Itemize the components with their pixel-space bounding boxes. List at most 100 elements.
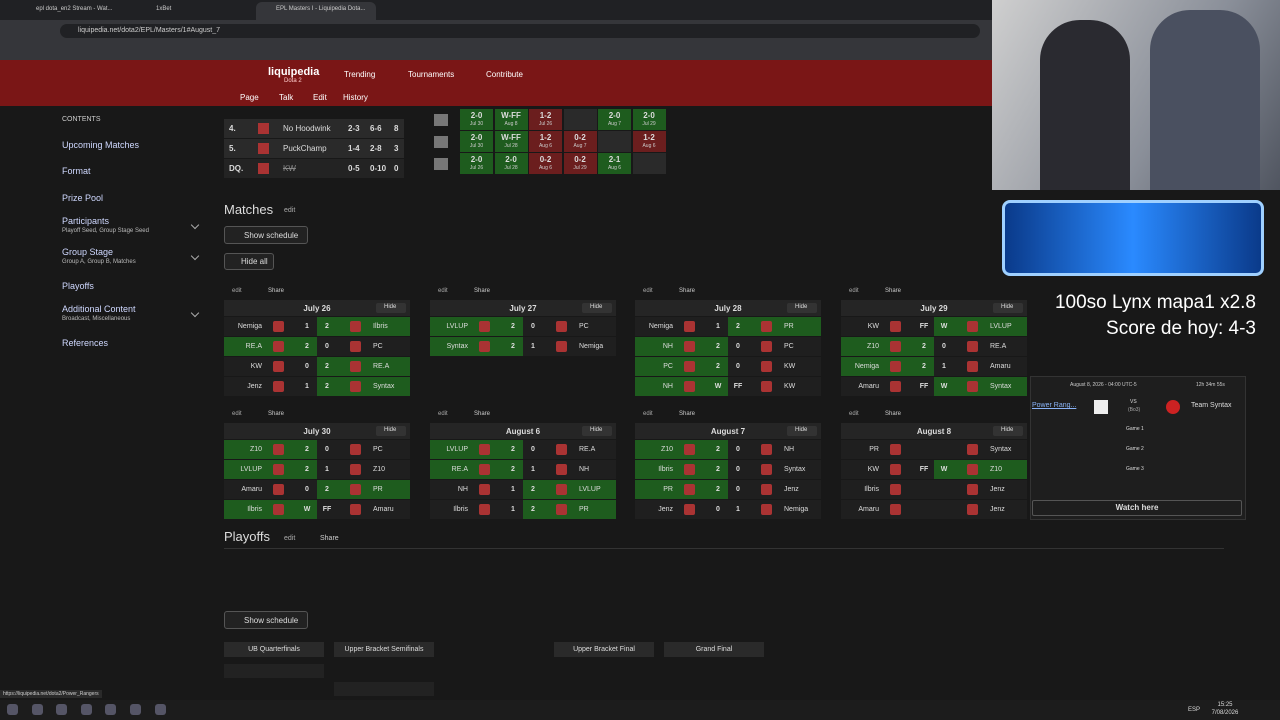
watch-label[interactable]: Watch here xyxy=(1115,503,1159,512)
taskbar-icon[interactable] xyxy=(155,704,166,715)
share-link[interactable]: Share xyxy=(268,411,285,417)
team-name[interactable]: Ilbris xyxy=(247,506,262,513)
team-name[interactable]: Syntax xyxy=(990,446,1012,453)
team-name[interactable]: Nemiga xyxy=(237,323,262,330)
team-name[interactable]: Syntax xyxy=(784,466,806,473)
edit-link[interactable]: edit xyxy=(643,288,653,294)
hide-label[interactable]: Hide xyxy=(1001,427,1014,433)
team-name[interactable]: Amaru xyxy=(858,383,879,390)
team-name[interactable]: NH xyxy=(784,446,795,453)
team-name[interactable]: KW xyxy=(784,383,796,390)
team-name[interactable]: Ilbris xyxy=(453,506,468,513)
team-name[interactable]: PR xyxy=(869,446,879,453)
sidebar-item[interactable]: Prize Pool xyxy=(62,193,104,203)
team-name[interactable]: PC xyxy=(373,343,383,350)
team-name[interactable]: PC xyxy=(373,446,383,453)
team-name[interactable]: Jenz xyxy=(247,383,262,390)
tool-link[interactable]: Talk xyxy=(279,93,294,102)
hide-label[interactable]: Hide xyxy=(1001,304,1014,310)
share-link[interactable]: Share xyxy=(268,288,285,294)
hide-label[interactable]: Hide xyxy=(590,304,603,310)
hide-label[interactable]: Hide xyxy=(384,427,397,433)
team-name[interactable]: NH xyxy=(662,383,673,390)
menu-item[interactable]: Contribute xyxy=(486,70,523,79)
menu-item[interactable]: Tournaments xyxy=(408,70,455,79)
edit-link[interactable]: edit xyxy=(849,288,859,294)
tool-link[interactable]: Edit xyxy=(313,93,327,102)
team-name[interactable]: Amaru xyxy=(858,506,879,513)
edit-link[interactable]: edit xyxy=(284,535,296,542)
team-name[interactable]: Z10 xyxy=(866,343,879,350)
team-name[interactable]: Jenz xyxy=(990,486,1005,493)
sidebar-item[interactable]: Participants xyxy=(62,216,110,226)
team-name[interactable]: KW xyxy=(784,363,796,370)
button-label[interactable]: Show schedule xyxy=(244,616,299,625)
sidebar-item[interactable]: Additional Content xyxy=(62,304,136,314)
hide-label[interactable]: Hide xyxy=(795,304,808,310)
taskbar-icon[interactable] xyxy=(7,704,18,715)
team-name[interactable]: LVLUP xyxy=(990,323,1012,330)
sidebar-item[interactable]: Format xyxy=(62,166,91,176)
url[interactable]: liquipedia.net/dota2/EPL/Masters/1#Augus… xyxy=(78,27,221,34)
tab-title[interactable]: EPL Masters I - Liquipedia Dota... xyxy=(276,6,366,12)
team-name[interactable]: RE.A xyxy=(990,343,1007,350)
team-name[interactable]: Nemiga xyxy=(784,506,809,513)
edit-link[interactable]: edit xyxy=(232,288,242,294)
button-label[interactable]: Hide all xyxy=(241,257,268,266)
team-name[interactable]: KW xyxy=(867,323,879,330)
team-name[interactable]: LVLUP xyxy=(446,446,468,453)
hide-label[interactable]: Hide xyxy=(795,427,808,433)
menu-item[interactable]: Trending xyxy=(344,70,376,79)
share-link[interactable]: Share xyxy=(885,288,902,294)
tool-link[interactable]: Page xyxy=(240,93,259,102)
team-name[interactable]: PC xyxy=(784,343,794,350)
team-name[interactable]: PC xyxy=(663,363,673,370)
team-name[interactable]: PuckChamp xyxy=(283,144,327,153)
popup-team[interactable]: Power Rang... xyxy=(1032,402,1077,409)
hide-label[interactable]: Hide xyxy=(590,427,603,433)
team-name[interactable]: Syntax xyxy=(990,383,1012,390)
hide-label[interactable]: Hide xyxy=(384,304,397,310)
team-name[interactable]: Nemiga xyxy=(648,323,673,330)
team-name[interactable]: RE.A xyxy=(245,343,262,350)
team-name[interactable]: Z10 xyxy=(660,446,673,453)
team-name[interactable]: Jenz xyxy=(990,506,1005,513)
team-name[interactable]: Z10 xyxy=(990,466,1003,473)
edit-link[interactable]: edit xyxy=(438,288,448,294)
taskbar-icon[interactable] xyxy=(81,704,92,715)
team-name[interactable]: KW xyxy=(867,466,879,473)
team-name[interactable]: Ilbris xyxy=(373,323,388,330)
team-name[interactable]: RE.A xyxy=(373,363,390,370)
team-name[interactable]: PR xyxy=(579,506,589,513)
team-name[interactable]: Syntax xyxy=(373,383,395,390)
team-name[interactable]: LVLUP xyxy=(446,323,468,330)
team-name[interactable]: Amaru xyxy=(990,363,1011,370)
share-link[interactable]: Share xyxy=(320,535,339,542)
team-name[interactable]: Jenz xyxy=(784,486,799,493)
team-name[interactable]: Amaru xyxy=(241,486,262,493)
share-link[interactable]: Share xyxy=(679,288,696,294)
sidebar-item[interactable]: Playoffs xyxy=(62,281,94,291)
edit-link[interactable]: edit xyxy=(643,411,653,417)
sidebar-item[interactable]: References xyxy=(62,338,109,348)
popup-team[interactable]: Team Syntax xyxy=(1191,402,1232,409)
team-name[interactable]: NH xyxy=(579,466,590,473)
tab-title[interactable]: epl dota_en2 Stream - Wat... xyxy=(36,6,113,12)
share-link[interactable]: Share xyxy=(474,288,491,294)
team-name[interactable]: Z10 xyxy=(373,466,386,473)
team-name[interactable]: Ilbris xyxy=(658,466,673,473)
taskbar-icon[interactable] xyxy=(32,704,43,715)
share-link[interactable]: Share xyxy=(885,411,902,417)
tab-title[interactable]: 1xBet xyxy=(156,6,172,12)
edit-link[interactable]: edit xyxy=(438,411,448,417)
edit-link[interactable]: edit xyxy=(849,411,859,417)
button-label[interactable]: Show schedule xyxy=(244,231,299,240)
team-name[interactable]: RE.A xyxy=(579,446,596,453)
team-name[interactable]: Ilbris xyxy=(864,486,879,493)
team-name[interactable]: No Hoodwink xyxy=(283,124,331,133)
team-name[interactable]: PR xyxy=(373,486,383,493)
taskbar-icon[interactable] xyxy=(130,704,141,715)
share-link[interactable]: Share xyxy=(679,411,696,417)
logo[interactable]: liquipedia xyxy=(268,66,320,78)
edit-link[interactable]: edit xyxy=(232,411,242,417)
